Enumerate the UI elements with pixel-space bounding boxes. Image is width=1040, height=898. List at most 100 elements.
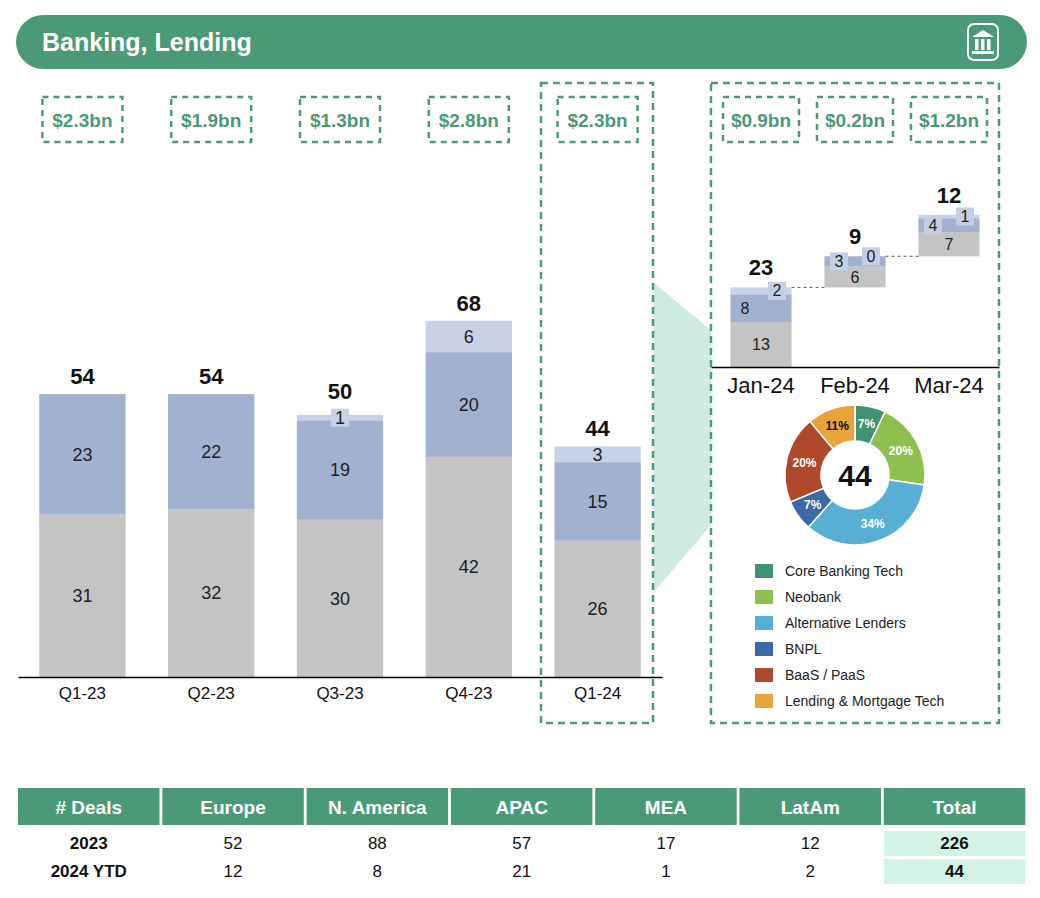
legend-swatch bbox=[755, 694, 773, 708]
legend-swatch bbox=[755, 642, 773, 656]
label-box bbox=[830, 252, 848, 270]
data-label: 30 bbox=[330, 589, 350, 609]
x-axis-line bbox=[712, 367, 1000, 369]
legend-label: BNPL bbox=[785, 641, 822, 657]
total-label: 23 bbox=[749, 255, 773, 280]
x-tick: Q4-23 bbox=[445, 684, 492, 703]
legend-label: BaaS / PaaS bbox=[785, 667, 865, 683]
legend: Core Banking TechNeobankAlternative Lend… bbox=[755, 563, 944, 709]
bar-segment bbox=[297, 520, 383, 677]
data-label: 6 bbox=[464, 327, 474, 347]
legend-label: Lending & Mortgage Tech bbox=[785, 693, 944, 709]
amount-box bbox=[42, 97, 122, 142]
x-tick: Mar-24 bbox=[914, 373, 984, 398]
donut-center: 44 bbox=[838, 459, 872, 492]
x-tick: Q2-23 bbox=[188, 684, 235, 703]
bar-segment bbox=[168, 394, 254, 509]
x-tick-label: Q1-24 bbox=[574, 684, 621, 703]
bar-segment bbox=[426, 352, 512, 457]
bar-segment bbox=[426, 321, 512, 352]
amount-box bbox=[817, 97, 893, 142]
table-cell: 52 bbox=[224, 834, 243, 853]
data-label: 13 bbox=[752, 336, 770, 353]
slice-label: 20% bbox=[889, 444, 913, 458]
table-cell: 17 bbox=[656, 834, 675, 853]
amount-box bbox=[558, 97, 638, 142]
table-header-cell bbox=[162, 788, 303, 825]
data-label: 2 bbox=[773, 282, 782, 299]
table-header-cell bbox=[451, 788, 593, 825]
connector bbox=[792, 287, 825, 288]
legend-swatch bbox=[755, 564, 773, 578]
amount-label: $2.8bn bbox=[439, 110, 499, 131]
detail-panel bbox=[711, 83, 999, 723]
amount-box bbox=[171, 97, 251, 142]
table-header-text: # Deals bbox=[55, 797, 122, 818]
data-label: 6 bbox=[851, 269, 860, 286]
table-cell: 226 bbox=[940, 834, 968, 853]
total-label: 50 bbox=[328, 379, 352, 404]
header-band bbox=[16, 15, 1027, 69]
x-tick-label: Mar-24 bbox=[914, 373, 984, 398]
bar-segment bbox=[39, 394, 125, 515]
data-label: 15 bbox=[588, 492, 608, 512]
table-header-text: LatAm bbox=[781, 797, 840, 818]
x-axis: Jan-24Feb-24Mar-24 bbox=[712, 368, 1000, 398]
amount-box bbox=[723, 97, 799, 142]
table-header-text: Total bbox=[933, 797, 977, 818]
bar-segment bbox=[297, 420, 383, 520]
bars bbox=[730, 215, 979, 367]
data-label: 0 bbox=[867, 248, 876, 265]
x-tick: Q3-23 bbox=[316, 684, 363, 703]
slice-label: 7% bbox=[858, 417, 876, 431]
header-title: Banking, Lending bbox=[42, 28, 252, 56]
amount-label: $0.2bn bbox=[825, 110, 885, 131]
bar-segment bbox=[554, 541, 640, 677]
amount-label: $0.9bn bbox=[731, 110, 791, 131]
table-header-cell bbox=[740, 788, 882, 825]
label-box bbox=[956, 207, 974, 225]
total-label: 12 bbox=[937, 183, 961, 208]
data-label: 8 bbox=[741, 300, 750, 317]
amount-label: $1.2bn bbox=[919, 110, 979, 131]
total-label: 54 bbox=[70, 364, 95, 389]
label-box bbox=[862, 247, 880, 265]
data-label: 26 bbox=[588, 599, 608, 619]
table-cell: 1 bbox=[661, 862, 670, 881]
legend-label: Alternative Lenders bbox=[785, 615, 906, 631]
x-tick-label: Q3-23 bbox=[316, 684, 363, 703]
table-cell: 2023 bbox=[70, 834, 108, 853]
amount-box bbox=[911, 97, 987, 142]
total-label: 9 bbox=[849, 224, 861, 249]
page: Banking, Lending312354$2.3bn322254$1.9bn… bbox=[0, 0, 1040, 898]
x-tick: Jan-24 bbox=[727, 373, 794, 398]
legend-label: Neobank bbox=[785, 589, 842, 605]
table-header-cell bbox=[884, 788, 1026, 825]
table-cell: 88 bbox=[368, 834, 387, 853]
table-cell: 12 bbox=[801, 834, 820, 853]
total-label: 44 bbox=[585, 416, 610, 441]
data-label: 1 bbox=[961, 208, 970, 225]
amount-label: $1.9bn bbox=[181, 110, 241, 131]
bars bbox=[39, 321, 640, 677]
table-header-text: N. America bbox=[328, 797, 427, 818]
table-header-cell bbox=[18, 788, 160, 825]
x-tick-label: Q4-23 bbox=[445, 684, 492, 703]
data-label: 22 bbox=[201, 442, 221, 462]
table-header-cell bbox=[307, 788, 449, 825]
x-tick-label: Q1-23 bbox=[59, 684, 106, 703]
x-axis-line bbox=[19, 677, 663, 679]
x-tick: Q1-24 bbox=[574, 684, 621, 703]
data-label: 42 bbox=[459, 557, 479, 577]
amount-label: $2.3bn bbox=[567, 110, 627, 131]
table-header-cell bbox=[595, 788, 737, 825]
labels: 138223$0.9bn6309$0.2bn74112$1.2bn bbox=[723, 97, 987, 353]
data-label: 32 bbox=[201, 583, 221, 603]
data-label: 3 bbox=[593, 445, 603, 465]
table-header-text: APAC bbox=[495, 797, 548, 818]
data-label: 4 bbox=[929, 217, 938, 234]
table-cell: 57 bbox=[512, 834, 531, 853]
table-cell: 2 bbox=[806, 862, 815, 881]
total-label: 68 bbox=[457, 291, 481, 316]
table-cell: 2024 YTD bbox=[51, 862, 127, 881]
